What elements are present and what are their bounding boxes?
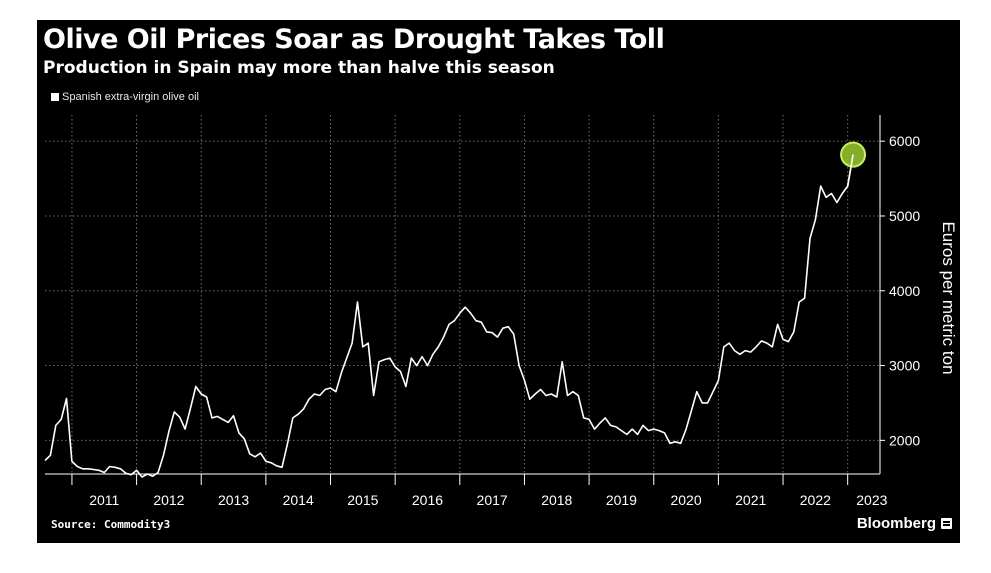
line-chart: 2000 3000 4000 5000 6000 2011 2012 2013 2014 2015…	[44, 115, 958, 508]
brand-logo: Bloomberg	[857, 515, 952, 532]
legend-swatch	[51, 93, 59, 101]
y-tick-label: 3000	[889, 358, 920, 374]
y-tick-label: 4000	[889, 283, 920, 299]
brand-name: Bloomberg	[856, 515, 936, 532]
series-line-spanish-extra-virgin-olive-oil	[44, 154, 854, 478]
y-tick-label: 2000	[889, 432, 920, 448]
annotations	[840, 141, 867, 187]
x-tick-label: 2012	[153, 492, 184, 508]
x-tick-label: 2021	[735, 492, 766, 508]
x-tick-label: 2014	[283, 492, 314, 508]
legend: Spanish extra-virgin olive oil	[51, 91, 199, 103]
x-tick-label: 2019	[606, 492, 637, 508]
legend-label: Spanish extra-virgin olive oil	[62, 91, 199, 103]
y-tick-label: 5000	[889, 208, 920, 224]
y-axis-label: Euros per metric ton	[939, 221, 958, 374]
y-tick-label: 6000	[889, 133, 920, 149]
x-tick-label: 2017	[477, 492, 508, 508]
x-tick-label: 2022	[800, 492, 831, 508]
chat-bubble-icon	[941, 518, 952, 529]
gridlines	[45, 115, 880, 474]
series-line-end-segment	[846, 154, 854, 187]
series-layer	[44, 154, 854, 478]
source-note: Source: Commodity3	[51, 518, 171, 531]
x-tick-label: 2018	[541, 492, 572, 508]
chart-card: Olive Oil Prices Soar as Drought Takes T…	[37, 20, 960, 543]
x-tick-label: 2011	[89, 492, 119, 508]
x-tick-label: 2016	[412, 492, 443, 508]
axes: 2000 3000 4000 5000 6000 2011 2012 2013 2014 2015…	[45, 115, 920, 508]
chart-subtitle: Production in Spain may more than halve …	[43, 58, 555, 78]
x-tick-label: 2013	[218, 492, 249, 508]
x-tick-label: 2020	[670, 492, 701, 508]
chart-title: Olive Oil Prices Soar as Drought Takes T…	[43, 24, 665, 55]
x-tick-label: 2015	[347, 492, 378, 508]
x-tick-label: 2023	[856, 492, 887, 508]
